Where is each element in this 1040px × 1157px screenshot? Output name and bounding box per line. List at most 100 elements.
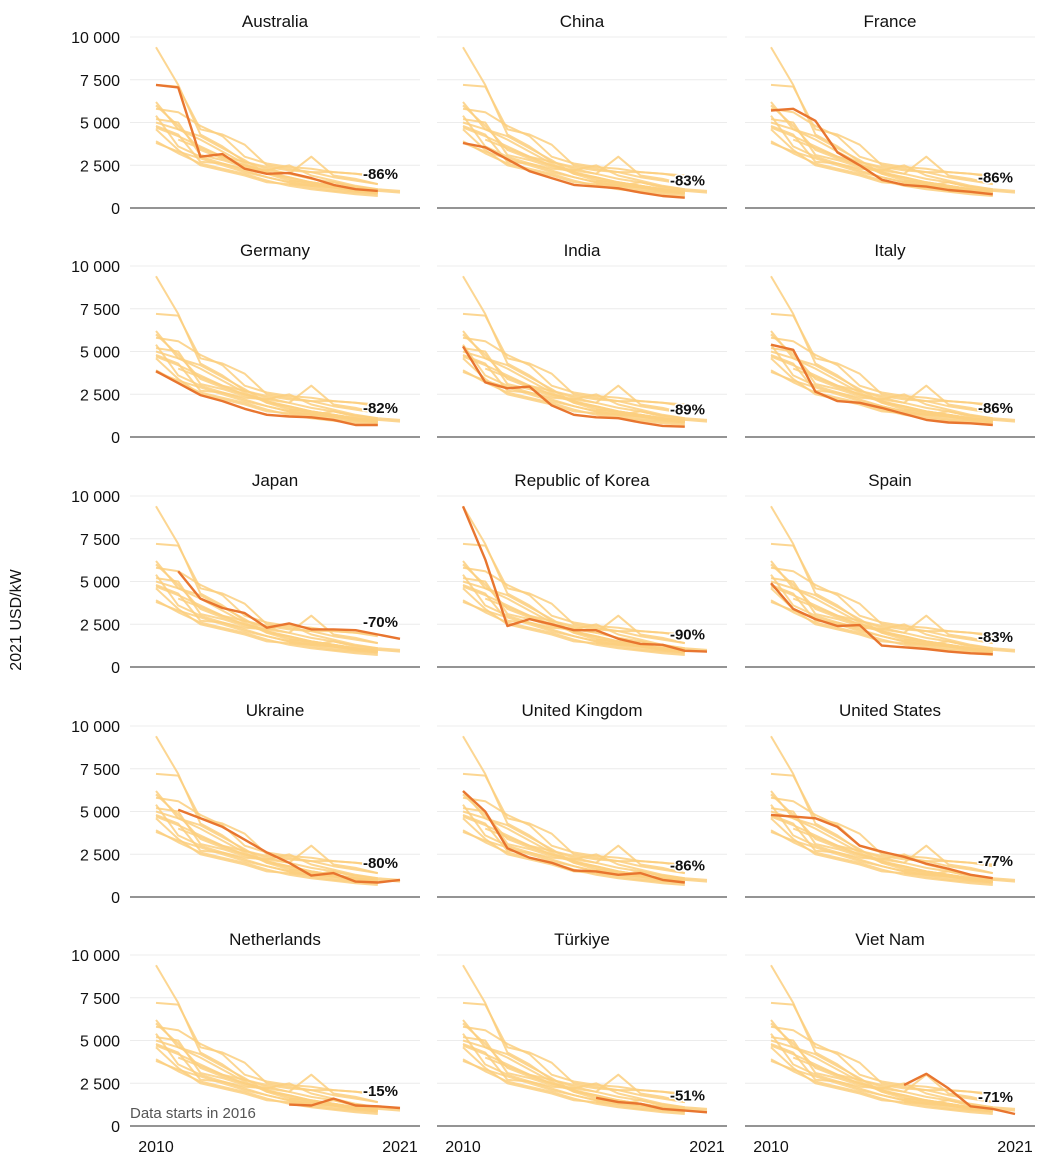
- background-series-line: [155, 83, 378, 186]
- background-series-line: [770, 1058, 993, 1115]
- y-tick-label: 7 500: [80, 73, 120, 90]
- y-tick-label: 10 000: [71, 259, 120, 276]
- background-series-line: [462, 810, 685, 882]
- background-series-line: [770, 350, 993, 422]
- background-series-line: [462, 831, 685, 884]
- background-series-line: [155, 772, 378, 875]
- background-series-line: [155, 1001, 378, 1104]
- panel-germany: 0 2 500 5 000 7 500 10 000 Germany -82%: [71, 241, 420, 447]
- background-series-line: [155, 831, 378, 884]
- series-line-republic-of-korea: [461, 505, 708, 653]
- series-line-france: [770, 107, 993, 196]
- background-series-line: [462, 312, 685, 415]
- background-series-line: [155, 580, 378, 652]
- background-series-line: [770, 831, 993, 884]
- background-series-line: [289, 181, 401, 192]
- background-series-line: [904, 638, 1016, 653]
- change-label: -70%: [363, 614, 398, 631]
- background-series-line: [155, 350, 378, 422]
- panel-india: India -89%: [437, 241, 727, 438]
- y-tick-label: 0: [111, 1119, 120, 1136]
- background-series-line: [484, 597, 685, 638]
- panel-title: Türkiye: [554, 930, 610, 949]
- background-series-line: [792, 367, 993, 408]
- background-series-line: [155, 142, 378, 195]
- panel-france: France -86%: [745, 12, 1035, 209]
- y-tick-label: 0: [111, 890, 120, 907]
- y-tick-label: 0: [111, 660, 120, 677]
- background-series-line: [770, 542, 993, 645]
- series-line-india: [461, 345, 685, 428]
- y-axis-label-text: 2021 USD/kW: [8, 568, 25, 670]
- background-series-line: [462, 1060, 685, 1113]
- panel-united-kingdom: United Kingdom -86%: [437, 701, 727, 898]
- change-label: -86%: [978, 169, 1013, 186]
- panel-spain: Spain -83%: [745, 471, 1035, 668]
- background-series-line: [155, 1058, 378, 1115]
- panel-title: Germany: [240, 241, 310, 260]
- x-tick-label: 2010: [445, 1139, 481, 1156]
- series-line-viet-nam: [903, 1072, 1016, 1116]
- y-tick-label: 0: [111, 430, 120, 447]
- background-series-line: [289, 640, 401, 651]
- series-line-united-kingdom: [462, 790, 685, 884]
- panel-united-states: United States -77%: [745, 701, 1035, 898]
- y-tick-label: 5 000: [80, 575, 120, 592]
- y-tick-label: 10 000: [71, 30, 120, 47]
- background-series-line: [484, 138, 685, 179]
- panel-title: Spain: [868, 471, 911, 490]
- background-series-line: [792, 138, 993, 179]
- y-tick-label: 5 000: [80, 1034, 120, 1051]
- background-series-line: [155, 601, 378, 654]
- panel-ukraine: 0 2 500 5 000 7 500 10 000 Ukraine -80%: [71, 701, 420, 907]
- data-start-note: Data starts in 2016: [130, 1105, 256, 1122]
- background-series-line: [462, 601, 685, 654]
- background-series-line: [792, 1056, 993, 1097]
- series-line-spain: [770, 582, 993, 656]
- background-series-line: [904, 640, 1016, 651]
- panel-title: Republic of Korea: [514, 471, 650, 490]
- y-tick-label: 2 500: [80, 1076, 120, 1093]
- panel-t-rkiye: Türkiye -51% 2010 2021: [437, 930, 727, 1156]
- background-series-line: [792, 597, 993, 638]
- background-series-line: [770, 1039, 993, 1111]
- y-axis-label-svg: 2021 USD/kW: [8, 568, 25, 670]
- panel-republic-of-korea: Republic of Korea -90%: [437, 471, 727, 668]
- y-tick-label: 10 000: [71, 719, 120, 736]
- change-label: -86%: [978, 400, 1013, 417]
- series-line-japan: [177, 570, 401, 640]
- background-series-line: [177, 138, 378, 179]
- background-series-line: [770, 1060, 993, 1113]
- background-series-line: [770, 580, 993, 652]
- background-series-line: [904, 870, 1016, 881]
- change-label: -86%: [670, 857, 705, 874]
- background-series-line: [289, 410, 401, 421]
- panel-viet-nam: Viet Nam -71% 2010 2021: [745, 930, 1035, 1156]
- y-tick-label: 5 000: [80, 116, 120, 133]
- change-label: -71%: [978, 1089, 1013, 1106]
- panel-title: France: [864, 12, 917, 31]
- y-tick-label: 0: [111, 201, 120, 218]
- change-label: -51%: [670, 1087, 705, 1104]
- panel-italy: Italy -86%: [745, 241, 1035, 438]
- background-series-line: [904, 408, 1016, 423]
- background-series-line: [484, 1056, 685, 1097]
- series-line-t-rkiye: [595, 1096, 708, 1114]
- y-tick-label: 7 500: [80, 302, 120, 319]
- y-tick-label: 7 500: [80, 762, 120, 779]
- y-tick-label: 5 000: [80, 345, 120, 362]
- background-series-line: [289, 1097, 401, 1112]
- background-series-line: [462, 350, 685, 422]
- background-series-line: [770, 121, 993, 193]
- panel-japan: 0 2 500 5 000 7 500 10 000 Japan -70%: [71, 471, 420, 677]
- series-line-germany: [155, 370, 378, 427]
- y-axis-label: 2021 USD/kW: [6, 560, 26, 680]
- change-label: -86%: [363, 166, 398, 183]
- background-series-line: [596, 410, 708, 421]
- change-label: -15%: [363, 1083, 398, 1100]
- panel-title: Viet Nam: [855, 930, 925, 949]
- series-line-ukraine: [177, 808, 401, 884]
- panel-title: United States: [839, 701, 941, 720]
- x-tick-label: 2010: [753, 1139, 789, 1156]
